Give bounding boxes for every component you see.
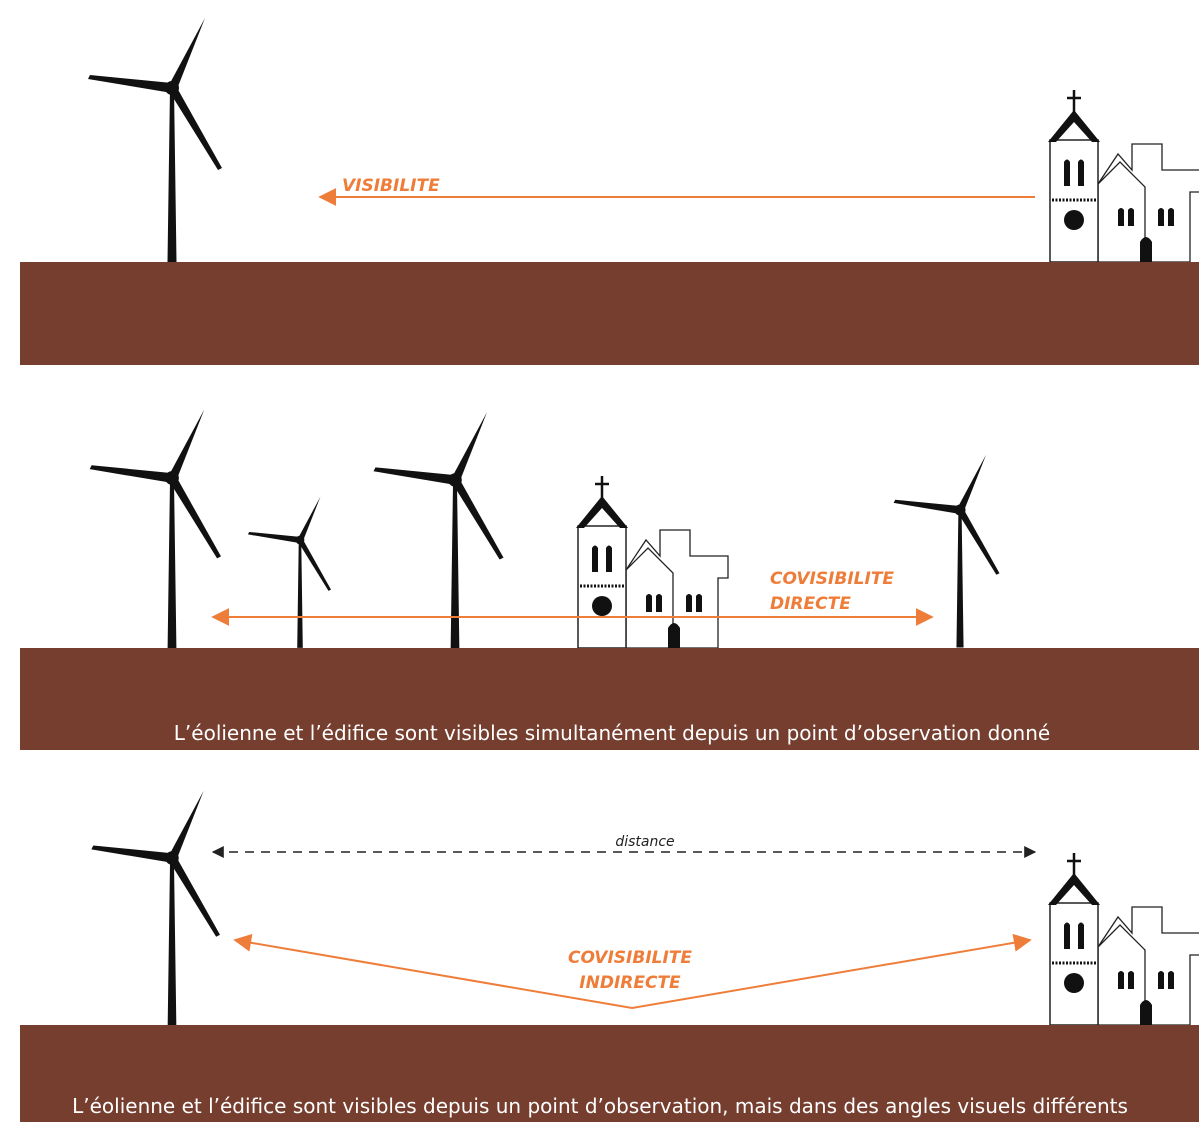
- wind-turbine: [247, 496, 331, 648]
- caption: L’éolienne et l’édifice sont visibles si…: [174, 721, 1050, 745]
- wind-turbine: [373, 412, 504, 649]
- wind-turbine: [88, 18, 222, 262]
- ground: [20, 262, 1199, 365]
- church: [574, 474, 730, 650]
- church: [1046, 851, 1199, 1027]
- ground: [20, 1025, 1199, 1122]
- caption: L’éolienne et l’édifice sont visibles de…: [72, 1094, 1128, 1118]
- church: [1046, 88, 1199, 264]
- label: INDIRECTE: [579, 973, 681, 993]
- arrow: [233, 933, 1032, 1010]
- distance-label: distance: [615, 834, 674, 850]
- label: COVISIBILITE: [568, 948, 692, 968]
- label: COVISIBILITE: [770, 569, 894, 589]
- label: VISIBILITE: [342, 176, 440, 196]
- wind-turbine: [893, 454, 1000, 648]
- ground: [20, 648, 1199, 750]
- wind-turbine: [91, 790, 220, 1026]
- label: DIRECTE: [770, 594, 851, 614]
- wind-turbine: [89, 409, 222, 649]
